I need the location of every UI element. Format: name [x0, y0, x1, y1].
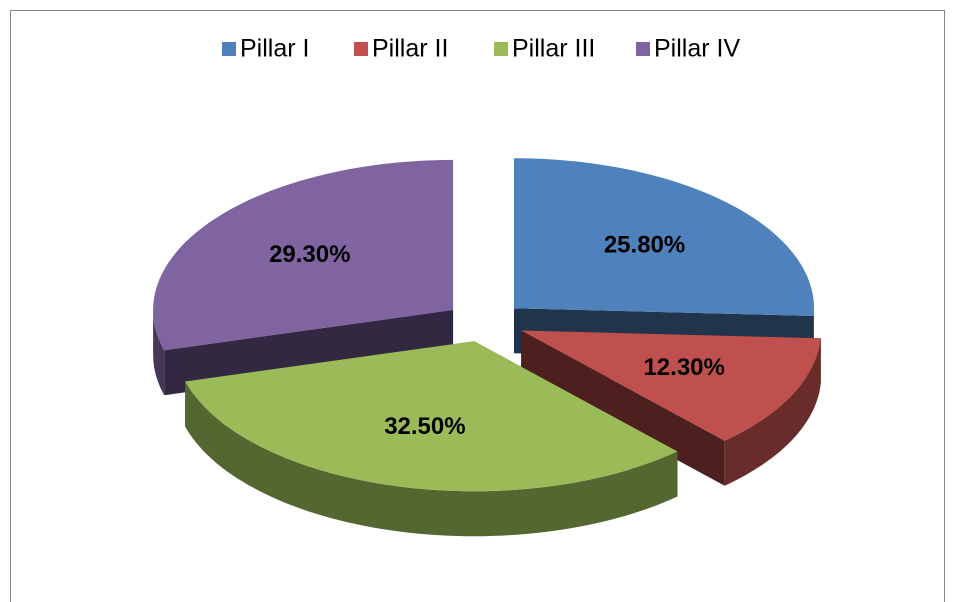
- slice-side: [521, 330, 725, 486]
- slice: [153, 159, 454, 351]
- legend-label: Pillar II: [372, 35, 448, 63]
- slice-wall: [724, 338, 821, 486]
- legend-swatch: [354, 42, 368, 56]
- slice: [185, 341, 678, 492]
- slice-wall: [185, 381, 678, 537]
- slice: [521, 330, 821, 441]
- legend-swatch: [222, 42, 236, 56]
- legend-swatch: [494, 42, 508, 56]
- legend-swatch: [636, 42, 650, 56]
- slice: [514, 158, 814, 316]
- legend-label: Pillar III: [512, 35, 595, 63]
- slice-side: [164, 309, 454, 396]
- legend-label: Pillar I: [240, 35, 309, 63]
- data-label: 12.30%: [643, 354, 724, 381]
- data-label: 32.50%: [384, 413, 465, 440]
- slice-wall: [153, 309, 165, 396]
- data-label: 29.30%: [269, 241, 350, 268]
- data-label: 25.80%: [604, 232, 685, 259]
- legend-label: Pillar IV: [654, 35, 740, 63]
